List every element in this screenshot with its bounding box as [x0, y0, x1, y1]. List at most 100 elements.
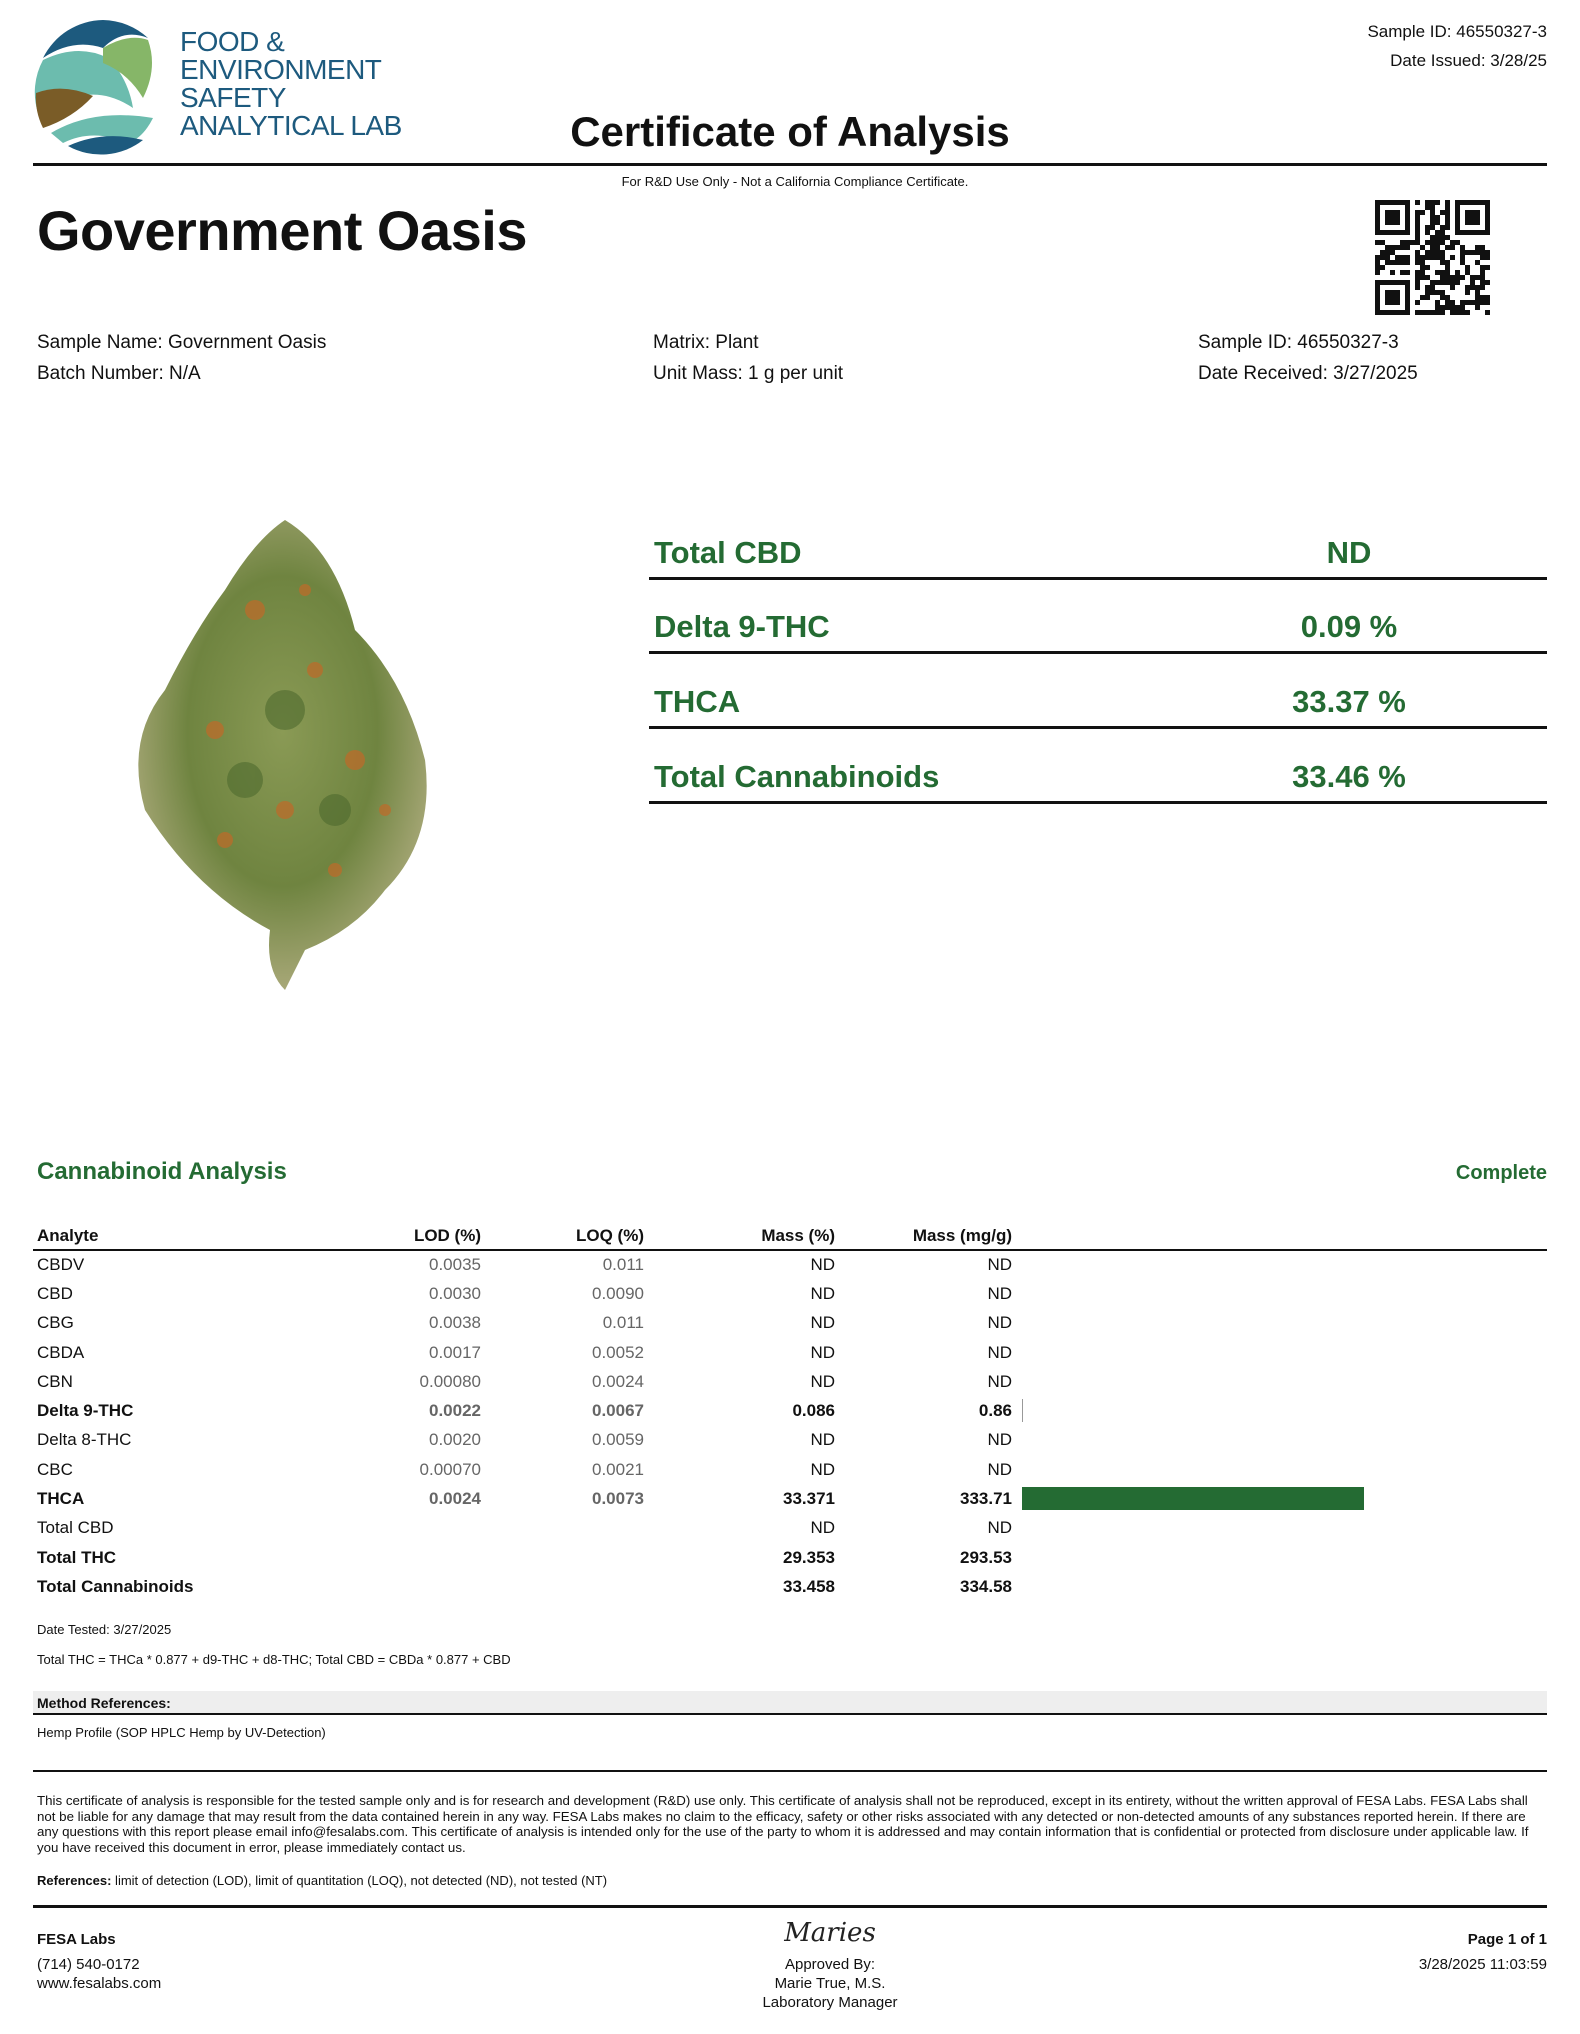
table-row: CBDV 0.0035 0.011 ND ND — [33, 1250, 1547, 1279]
table-row: CBD 0.0030 0.0090 ND ND — [33, 1279, 1547, 1308]
col-mass-pct: Mass (%) — [644, 1220, 835, 1251]
loq: 0.0059 — [592, 1430, 644, 1450]
method-reference: Hemp Profile (SOP HPLC Hemp by UV-Detect… — [37, 1725, 326, 1740]
bar-cell — [1012, 1572, 1547, 1601]
table-header: Analyte LOD (%) LOQ (%) Mass (%) Mass (m… — [33, 1220, 1547, 1251]
unit-mass: Unit Mass: 1 g per unit — [653, 363, 844, 384]
divider — [33, 1770, 1547, 1772]
lod: 0.0020 — [429, 1430, 481, 1450]
disclaimer: This certificate of analysis is responsi… — [37, 1793, 1529, 1855]
references: References: limit of detection (LOD), li… — [37, 1873, 607, 1888]
mass-mg: ND — [987, 1430, 1012, 1450]
summary-label: Delta 9-THC — [654, 609, 830, 644]
summary-row: THCA 33.37 % — [649, 679, 1547, 729]
bar-cell — [1012, 1484, 1547, 1513]
mass-mg: ND — [987, 1313, 1012, 1333]
bar-cell — [1012, 1279, 1547, 1308]
section-title: Cannabinoid Analysis — [37, 1158, 287, 1185]
mass-bar — [1022, 1399, 1023, 1423]
lod: 0.0038 — [429, 1313, 481, 1333]
lod — [333, 1572, 481, 1601]
col-bar — [1012, 1220, 1547, 1251]
analyte: CBN — [37, 1371, 73, 1391]
lod: 0.0030 — [429, 1283, 481, 1303]
loq: 0.011 — [602, 1255, 644, 1275]
table-row: Total CBD ND ND — [33, 1514, 1547, 1543]
loq: 0.0021 — [592, 1459, 644, 1479]
header-date-issued: Date Issued: 3/28/25 — [1390, 51, 1547, 70]
product-photo — [138, 520, 427, 990]
mass-mg: ND — [987, 1371, 1012, 1391]
bar-cell — [1012, 1338, 1547, 1367]
batch-number: Batch Number: N/A — [37, 363, 201, 384]
mass-mg: 293.53 — [960, 1547, 1012, 1567]
table-row: Delta 9-THC 0.0022 0.0067 0.086 0.86 — [33, 1396, 1547, 1425]
lod: 0.0017 — [429, 1342, 481, 1362]
loq: 0.0052 — [592, 1342, 644, 1362]
header-sample-id: Sample ID: 46550327-3 — [1367, 22, 1547, 41]
mass-mg: 333.71 — [960, 1489, 1012, 1509]
mass-pct: ND — [810, 1518, 835, 1538]
table-row: Total Cannabinoids 33.458 334.58 — [33, 1572, 1547, 1601]
bar-cell — [1012, 1426, 1547, 1455]
summary-label: THCA — [654, 684, 741, 719]
lod: 0.0035 — [429, 1255, 481, 1275]
mass-pct: 33.458 — [783, 1576, 835, 1596]
summary-value: 33.46 % — [1292, 759, 1406, 794]
mass-bar — [1022, 1487, 1365, 1511]
mass-pct: ND — [810, 1342, 835, 1362]
mass-mg: ND — [987, 1283, 1012, 1303]
mass-mg: ND — [987, 1459, 1012, 1479]
table-row: THCA 0.0024 0.0073 33.371 333.71 — [33, 1484, 1547, 1513]
summary-value: ND — [1326, 535, 1372, 570]
date-tested: Date Tested: 3/27/2025 — [37, 1622, 172, 1637]
approver-name: Marie True, M.S. — [774, 1975, 886, 1992]
loq: 0.0073 — [592, 1489, 644, 1509]
signature: Maries — [784, 1918, 876, 1948]
analyte: Delta 9-THC — [37, 1401, 134, 1421]
mass-mg: ND — [987, 1518, 1012, 1538]
method-references-header: Method References: — [33, 1691, 1547, 1715]
loq: 0.0024 — [592, 1371, 644, 1391]
lod — [333, 1514, 481, 1543]
qr-code — [1375, 200, 1490, 315]
lod — [333, 1543, 481, 1572]
analyte: Total THC — [37, 1547, 117, 1567]
summary-row: Total Cannabinoids 33.46 % — [649, 754, 1547, 804]
mass-mg: ND — [987, 1342, 1012, 1362]
col-analyte: Analyte — [33, 1220, 333, 1251]
divider — [33, 1905, 1547, 1908]
analyte: Total CBD — [37, 1518, 114, 1538]
references-label: References: — [37, 1873, 112, 1888]
col-lod: LOD (%) — [333, 1220, 481, 1251]
cannabinoid-table: Analyte LOD (%) LOQ (%) Mass (%) Mass (m… — [33, 1220, 1547, 1602]
summary-label: Total CBD — [654, 535, 802, 570]
mass-pct: ND — [810, 1371, 835, 1391]
mass-pct: ND — [810, 1283, 835, 1303]
logo-line: ANALYTICAL LAB — [180, 110, 402, 141]
analyte: CBDA — [37, 1342, 85, 1362]
bar-cell — [1012, 1250, 1547, 1279]
mass-pct: 33.371 — [783, 1489, 835, 1509]
logo-line: SAFETY — [180, 82, 286, 113]
mass-mg: 334.58 — [960, 1576, 1012, 1596]
mass-mg: 0.86 — [978, 1401, 1012, 1421]
mass-mg: ND — [987, 1255, 1012, 1275]
summary-value: 33.37 % — [1292, 684, 1406, 719]
footer-website[interactable]: www.fesalabs.com — [37, 1975, 162, 1992]
col-mass-mg: Mass (mg/g) — [835, 1220, 1012, 1251]
table-row: Total THC 29.353 293.53 — [33, 1543, 1547, 1572]
footer-timestamp: 3/28/2025 11:03:59 — [1418, 1956, 1547, 1973]
mass-pct: ND — [810, 1313, 835, 1333]
mass-pct: ND — [810, 1430, 835, 1450]
col-loq: LOQ (%) — [481, 1220, 644, 1251]
bar-cell — [1012, 1367, 1547, 1396]
compliance-note: For R&D Use Only - Not a California Comp… — [621, 174, 969, 189]
loq — [481, 1572, 644, 1601]
footer-phone: (714) 540-0172 — [37, 1956, 140, 1973]
lod: 0.0022 — [429, 1401, 481, 1421]
table-row: CBN 0.00080 0.0024 ND ND — [33, 1367, 1547, 1396]
date-received: Date Received: 3/27/2025 — [1198, 363, 1418, 384]
summary-label: Total Cannabinoids — [654, 759, 940, 794]
mass-pct: ND — [810, 1255, 835, 1275]
